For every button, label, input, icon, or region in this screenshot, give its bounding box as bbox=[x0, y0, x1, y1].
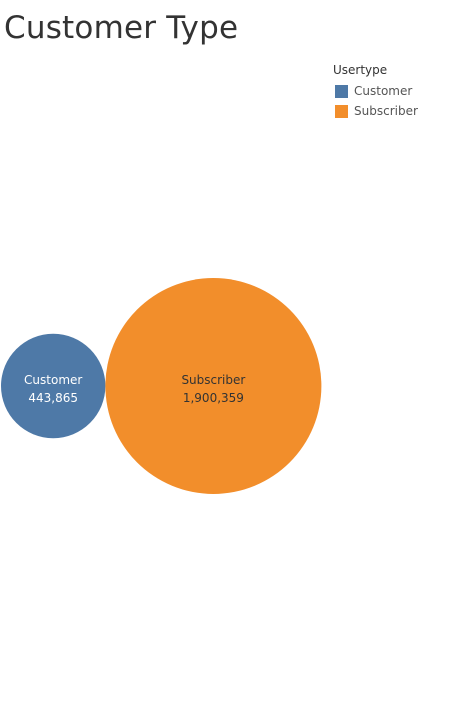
bubbles-group: Customer 443,865 Subscriber 1,900,359 bbox=[1, 278, 322, 494]
legend-swatch-customer bbox=[335, 84, 348, 98]
bubble-value-subscriber: 1,900,359 bbox=[183, 391, 244, 405]
legend-swatch-subscriber bbox=[335, 104, 348, 118]
bubble-customer[interactable] bbox=[1, 333, 106, 439]
legend-item-customer[interactable]: Customer bbox=[333, 81, 463, 101]
legend-label-customer: Customer bbox=[354, 84, 413, 98]
legend: Usertype Customer Subscriber bbox=[333, 63, 463, 121]
legend-label-subscriber: Subscriber bbox=[354, 104, 418, 118]
legend-item-subscriber[interactable]: Subscriber bbox=[333, 101, 463, 121]
chart-title: Customer Type bbox=[4, 10, 239, 46]
bubble-value-customer: 443,865 bbox=[28, 391, 78, 405]
bubble-label-subscriber: Subscriber bbox=[181, 373, 245, 387]
legend-title: Usertype bbox=[333, 63, 388, 77]
bubble-label-customer: Customer bbox=[24, 373, 82, 387]
bubble-subscriber[interactable] bbox=[105, 278, 322, 494]
